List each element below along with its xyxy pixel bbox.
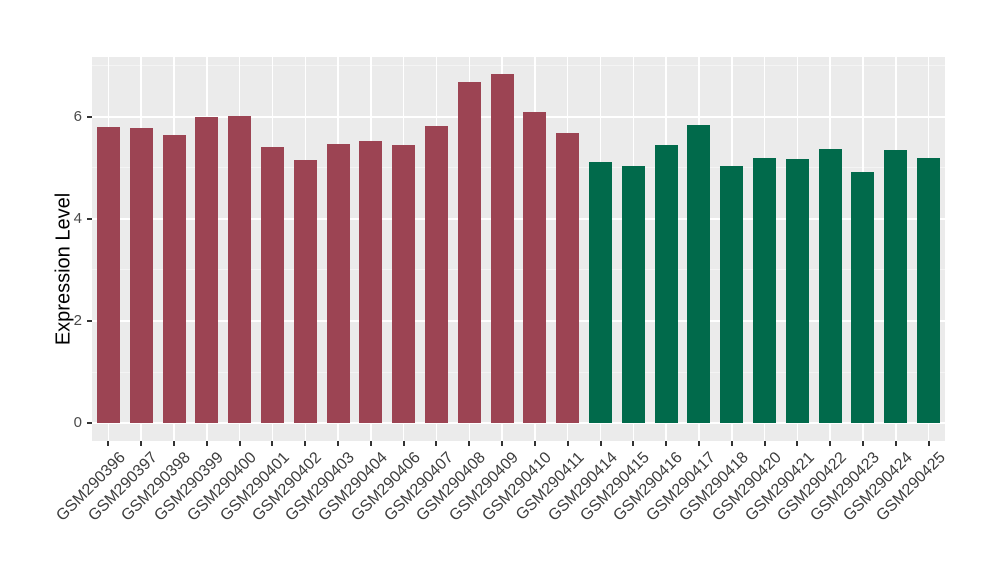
gridline-minor [92, 269, 945, 271]
bar-GSM290422 [818, 149, 842, 424]
bar-GSM290404 [359, 140, 383, 424]
bar-GSM290425 [917, 158, 941, 424]
x-tick-mark [369, 441, 372, 446]
gridline-major [92, 320, 945, 322]
x-tick-mark [730, 441, 733, 446]
x-tick-mark [829, 441, 832, 446]
x-tick-mark [304, 441, 307, 446]
bar-GSM290411 [556, 132, 580, 424]
x-tick-mark [107, 441, 110, 446]
bar-GSM290410 [523, 112, 547, 424]
x-tick-mark [894, 441, 897, 446]
bar-GSM290407 [424, 125, 448, 424]
bar-GSM290396 [96, 127, 120, 424]
bar-GSM290417 [687, 124, 711, 424]
bar-GSM290424 [884, 149, 908, 424]
x-tick-mark [533, 441, 536, 446]
bar-GSM290421 [785, 158, 809, 424]
bar-GSM290397 [129, 127, 153, 424]
x-tick-mark [238, 441, 241, 446]
bar-GSM290406 [392, 144, 416, 424]
x-tick-mark [796, 441, 799, 446]
x-tick-mark [632, 441, 635, 446]
x-tick-mark [205, 441, 208, 446]
bar-GSM290403 [326, 143, 350, 424]
x-tick-mark [599, 441, 602, 446]
x-tick-mark [501, 441, 504, 446]
bar-GSM290401 [260, 147, 284, 424]
x-tick-mark [566, 441, 569, 446]
bar-GSM290398 [162, 135, 186, 424]
y-tick-label: 2 [73, 312, 82, 329]
x-tick-mark [763, 441, 766, 446]
y-tick-mark [87, 115, 92, 118]
y-tick-label: 4 [73, 209, 82, 227]
plot-panel [92, 57, 945, 441]
x-tick-mark [435, 441, 438, 446]
y-tick-mark [87, 422, 92, 425]
y-tick-mark [87, 320, 92, 322]
bar-GSM290416 [654, 145, 678, 424]
gridline-major [92, 217, 945, 220]
bar-GSM290409 [490, 73, 514, 424]
x-tick-mark [697, 441, 700, 446]
x-tick-mark [468, 441, 471, 446]
gridline-minor [92, 65, 945, 67]
bar-GSM290423 [851, 172, 875, 424]
y-tick-mark [87, 217, 92, 220]
x-tick-mark [140, 441, 143, 446]
x-tick-mark [271, 441, 274, 446]
gridline-major [92, 115, 945, 118]
bar-GSM290408 [457, 82, 481, 424]
x-tick-mark [402, 441, 405, 446]
x-tick-mark [927, 441, 930, 446]
gridline-major [92, 422, 945, 425]
x-tick-mark [861, 441, 864, 446]
y-tick-label: 0 [73, 414, 82, 432]
bar-GSM290399 [195, 116, 219, 424]
bar-GSM290400 [228, 116, 252, 424]
bar-GSM290402 [293, 160, 317, 424]
x-tick-mark [337, 441, 340, 446]
gridline-minor [92, 371, 945, 373]
y-tick-label: 6 [73, 107, 82, 125]
x-tick-mark [665, 441, 668, 446]
bar-GSM290418 [720, 166, 744, 424]
bar-GSM290414 [589, 162, 613, 424]
gridline-minor [92, 167, 945, 169]
x-tick-mark [173, 441, 176, 446]
bar-GSM290420 [753, 157, 777, 424]
bar-GSM290415 [621, 166, 645, 424]
